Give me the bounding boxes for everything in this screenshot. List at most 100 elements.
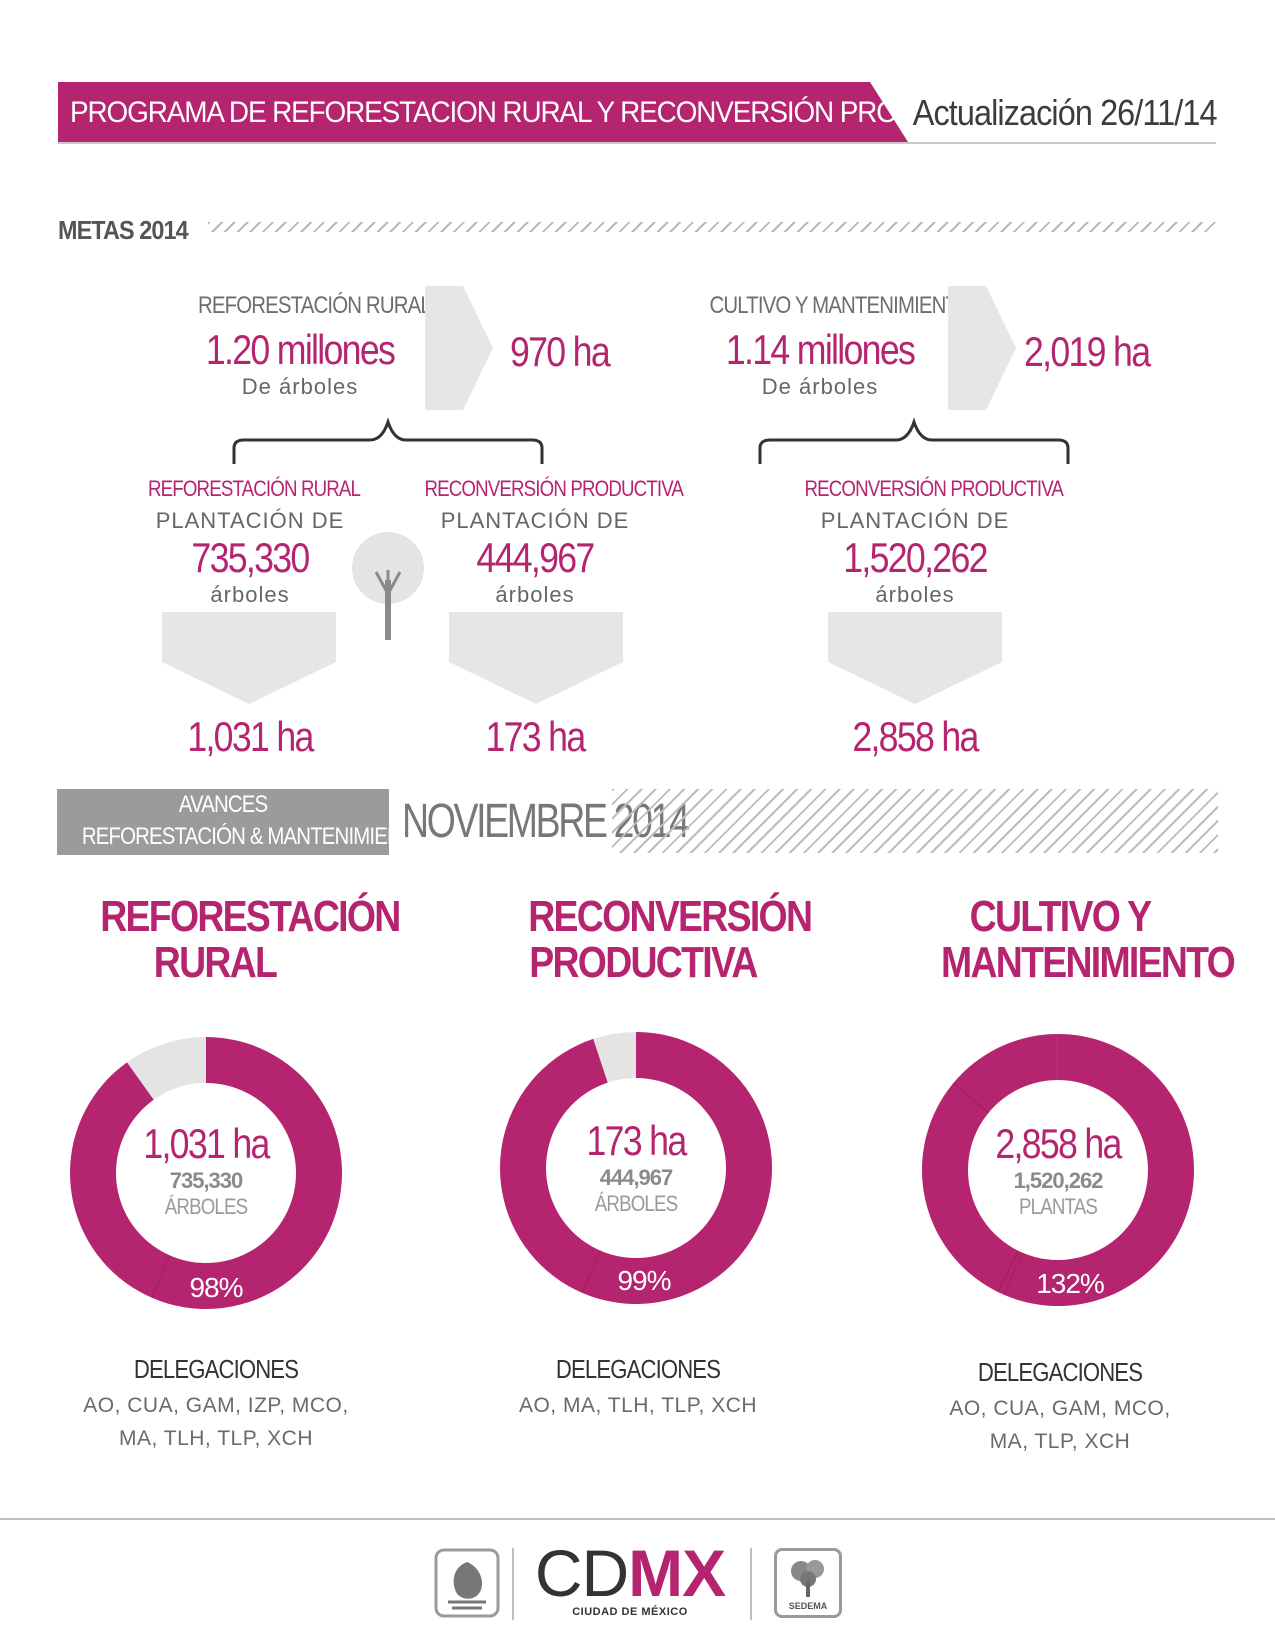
donut-segment xyxy=(500,1032,772,1304)
breakdown-area: 2,858 ha xyxy=(852,713,979,760)
delegaciones-title: DELEGACIONES xyxy=(555,1354,721,1384)
cdmx-logo: CDMX CIUDAD DE MÉXICO xyxy=(520,1540,740,1618)
delegaciones-list: AO, MA, TLH, TLP, XCH xyxy=(478,1389,798,1422)
goal-unit: De árboles xyxy=(761,374,879,399)
footer-divider xyxy=(0,1518,1275,1520)
center-count: 444,967 xyxy=(599,1165,674,1190)
chart-title: REFORESTACIÓN RURAL xyxy=(100,892,401,987)
breakdown-unit: árboles xyxy=(210,582,290,607)
center-unit: PLANTAS xyxy=(1019,1194,1098,1219)
breakdown-reconversion: RECONVERSIÓN PRODUCTIVA PLANTACIÓN DE 44… xyxy=(405,476,684,608)
goal-value: 1.20 millones xyxy=(205,326,396,373)
brace-icon xyxy=(758,418,1070,464)
avances-box xyxy=(57,789,389,855)
footer-separator xyxy=(750,1548,752,1620)
arrow-right-icon xyxy=(948,286,1016,410)
delegaciones-list: AO, CUA, GAM, IZP, MCO, MA, TLH, TLP, XC… xyxy=(56,1389,376,1455)
goal-area: 2,019 ha xyxy=(1024,328,1151,375)
delegaciones-line: AO, CUA, GAM, MCO, xyxy=(949,1397,1171,1420)
brace-icon xyxy=(232,418,544,464)
arrow-down-icon xyxy=(162,612,336,704)
goal-cultivo: CULTIVO Y MANTENIMIENTO 1.14 millones De… xyxy=(690,292,973,400)
breakdown-prefix: PLANTACIÓN DE xyxy=(440,508,630,533)
percent-label: 98% xyxy=(189,1272,243,1303)
percent-label: 99% xyxy=(617,1265,671,1296)
delegaciones-reforestacion: DELEGACIONES AO, CUA, GAM, IZP, MCO, MA,… xyxy=(56,1354,376,1455)
delegaciones-line: AO, MA, TLH, TLP, XCH xyxy=(518,1394,758,1417)
chart-title: CULTIVO Y MANTENIMIENTO xyxy=(941,892,1236,987)
goal-value: 1.14 millones xyxy=(725,326,916,373)
delegaciones-title: DELEGACIONES xyxy=(133,1354,299,1384)
delegaciones-line: MA, TLH, TLP, XCH xyxy=(118,1427,314,1450)
breakdown-unit: árboles xyxy=(875,582,955,607)
delegaciones-reconversion: DELEGACIONES AO, MA, TLH, TLP, XCH xyxy=(478,1354,798,1422)
donut-divider xyxy=(151,1255,171,1299)
center-value: 2,858 ha xyxy=(995,1120,1122,1167)
update-date: Actualización 26/11/14 xyxy=(913,92,1218,133)
cdmx-logo-sub: CIUDAD DE MÉXICO xyxy=(572,1606,688,1618)
avances-hatch-block xyxy=(612,789,1218,853)
metas-title: METAS 2014 xyxy=(58,215,189,245)
cdmx-logo-mx: MX xyxy=(628,1536,726,1610)
cdmx-logo-cd: CD xyxy=(534,1536,629,1610)
breakdown-value: 735,330 xyxy=(191,534,310,581)
center-count: 1,520,262 xyxy=(1013,1168,1104,1193)
breakdown-cultivo: RECONVERSIÓN PRODUCTIVA PLANTACIÓN DE 1,… xyxy=(785,476,1064,608)
header-banner xyxy=(58,82,908,142)
donut-chart-reforestacion xyxy=(69,1037,343,1309)
delegaciones-title: DELEGACIONES xyxy=(977,1357,1143,1387)
donut-remainder xyxy=(593,1032,636,1083)
delegaciones-cultivo: DELEGACIONES AO, CUA, GAM, MCO, MA, TLP,… xyxy=(900,1357,1220,1458)
sedema-label: SEDEMA xyxy=(788,1601,828,1611)
breakdown-label: RECONVERSIÓN PRODUCTIVA xyxy=(424,476,684,501)
donut-segment xyxy=(921,1034,1194,1306)
arrow-down-icon xyxy=(449,612,623,704)
donut-segment xyxy=(69,1037,343,1309)
donut-divider xyxy=(952,1082,989,1114)
metas-hatch-divider xyxy=(208,222,1216,232)
breakdown-label: RECONVERSIÓN PRODUCTIVA xyxy=(804,476,1064,501)
donut-divider xyxy=(997,1250,1019,1293)
donut-chart-cultivo xyxy=(921,1034,1194,1306)
donut-center-reforestacion: 1,031 ha 735,330 ÁRBOLES xyxy=(106,1120,306,1220)
breakdown-unit: árboles xyxy=(495,582,575,607)
goal-reforestacion: REFORESTACIÓN RURAL 1.20 millones De árb… xyxy=(180,292,432,400)
breakdown-area: 173 ha xyxy=(485,713,587,760)
tree-icon xyxy=(352,532,424,640)
sedema-logo: SEDEMA xyxy=(774,1548,842,1618)
breakdown-reforestacion: REFORESTACIÓN RURAL PLANTACIÓN DE 735,33… xyxy=(130,476,370,608)
breakdown-prefix: PLANTACIÓN DE xyxy=(820,508,1010,533)
goal-area: 970 ha xyxy=(510,328,611,375)
chart-title: RECONVERSIÓN PRODUCTIVA xyxy=(528,892,813,987)
donut-chart-reconversion xyxy=(500,1032,772,1304)
coat-of-arms-icon xyxy=(434,1548,500,1618)
donut-remainder xyxy=(126,1037,206,1100)
page-title: PROGRAMA DE REFORESTACION RURAL Y RECONV… xyxy=(70,96,1011,129)
breakdown-prefix: PLANTACIÓN DE xyxy=(155,508,345,533)
goal-label: REFORESTACIÓN RURAL xyxy=(198,292,432,319)
delegaciones-line: MA, TLP, XCH xyxy=(989,1430,1131,1453)
center-value: 1,031 ha xyxy=(143,1120,270,1167)
center-unit: ÁRBOLES xyxy=(164,1194,248,1219)
avances-subtitle: REFORESTACIÓN & MANTENIMIENTO xyxy=(81,823,428,850)
header-divider xyxy=(58,142,1216,144)
donut-divider xyxy=(1003,1252,1023,1296)
goal-unit: De árboles xyxy=(241,374,359,399)
avances-title: AVANCES xyxy=(178,791,268,818)
center-count: 735,330 xyxy=(169,1168,244,1193)
center-value: 173 ha xyxy=(586,1117,688,1164)
arrow-right-icon xyxy=(425,286,493,410)
delegaciones-line: AO, CUA, GAM, IZP, MCO, xyxy=(83,1394,349,1417)
center-unit: ÁRBOLES xyxy=(594,1191,678,1216)
breakdown-label: REFORESTACIÓN RURAL xyxy=(148,476,361,501)
arrow-down-icon xyxy=(828,612,1002,704)
breakdown-value: 444,967 xyxy=(476,534,595,581)
donut-center-cultivo: 2,858 ha 1,520,262 PLANTAS xyxy=(958,1120,1158,1220)
percent-label: 132% xyxy=(1036,1268,1105,1299)
breakdown-value: 1,520,262 xyxy=(843,534,988,581)
delegaciones-list: AO, CUA, GAM, MCO, MA, TLP, XCH xyxy=(900,1392,1220,1458)
footer-separator xyxy=(512,1548,514,1620)
goal-label: CULTIVO Y MANTENIMIENTO xyxy=(709,292,973,319)
tree-logo-icon xyxy=(791,1560,824,1597)
donut-divider xyxy=(581,1250,601,1294)
